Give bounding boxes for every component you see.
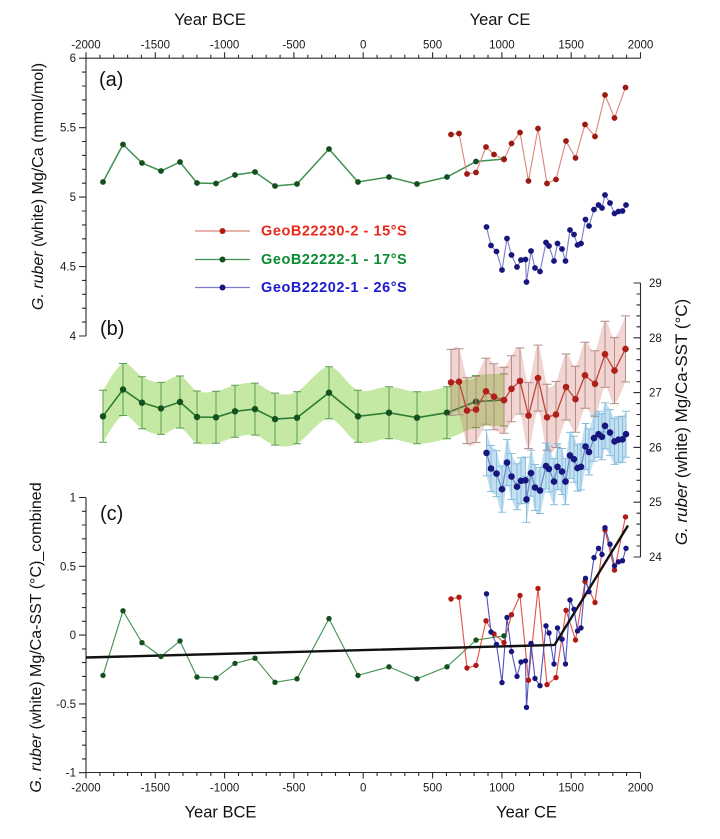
svg-text:4.5: 4.5: [60, 262, 76, 274]
svg-text:GeoB22230-2 - 15°S: GeoB22230-2 - 15°S: [261, 224, 407, 240]
svg-text:25: 25: [649, 497, 662, 509]
svg-text:-1500: -1500: [141, 783, 170, 795]
svg-text:-2000: -2000: [71, 40, 100, 52]
svg-text:0: 0: [70, 630, 76, 642]
svg-text:-1: -1: [66, 768, 76, 780]
svg-text:27: 27: [649, 388, 662, 400]
svg-text:29: 29: [649, 278, 662, 290]
svg-text:GeoB22222-1 - 17°S: GeoB22222-1 - 17°S: [261, 252, 407, 268]
svg-text:500: 500: [423, 783, 442, 795]
svg-text:G. ruber (white) Mg/Ca (mmol/m: G. ruber (white) Mg/Ca (mmol/mol): [30, 63, 47, 310]
svg-text:26: 26: [649, 442, 662, 454]
svg-text:-2000: -2000: [71, 783, 100, 795]
svg-text:Year CE: Year CE: [496, 804, 557, 822]
svg-text:(a): (a): [99, 69, 123, 91]
svg-text:-500: -500: [282, 783, 305, 795]
svg-text:1500: 1500: [558, 40, 584, 52]
svg-text:2000: 2000: [628, 40, 654, 52]
svg-text:GeoB22202-1 - 26°S: GeoB22202-1 - 26°S: [261, 280, 407, 296]
svg-text:6: 6: [70, 53, 76, 65]
svg-text:2000: 2000: [628, 783, 654, 795]
svg-text:(b): (b): [100, 318, 124, 340]
svg-text:(c): (c): [100, 503, 123, 525]
svg-text:500: 500: [423, 40, 442, 52]
svg-text:28: 28: [649, 333, 662, 345]
svg-text:Year BCE: Year BCE: [174, 11, 246, 29]
svg-text:24: 24: [649, 552, 662, 564]
svg-text:Year CE: Year CE: [470, 11, 531, 29]
svg-text:1500: 1500: [558, 783, 584, 795]
svg-text:1000: 1000: [489, 40, 515, 52]
svg-text:5.5: 5.5: [60, 123, 76, 135]
svg-text:Year BCE: Year BCE: [185, 804, 257, 822]
svg-text:4: 4: [70, 331, 77, 343]
svg-text:G. ruber (white) Mg/Ca-SST (°C: G. ruber (white) Mg/Ca-SST (°C)_combined: [28, 482, 45, 792]
svg-text:G. ruber (white) Mg/Ca-SST (°C: G. ruber (white) Mg/Ca-SST (°C): [672, 299, 691, 545]
svg-text:1000: 1000: [489, 783, 515, 795]
svg-text:0.5: 0.5: [60, 561, 76, 573]
svg-text:0: 0: [360, 40, 366, 52]
svg-text:-1000: -1000: [210, 40, 239, 52]
svg-text:-0.5: -0.5: [56, 699, 76, 711]
svg-text:-500: -500: [282, 40, 305, 52]
svg-text:5: 5: [70, 192, 76, 204]
svg-text:0: 0: [360, 783, 366, 795]
svg-text:-1500: -1500: [141, 40, 170, 52]
svg-text:1: 1: [70, 493, 76, 505]
svg-text:-1000: -1000: [210, 783, 239, 795]
